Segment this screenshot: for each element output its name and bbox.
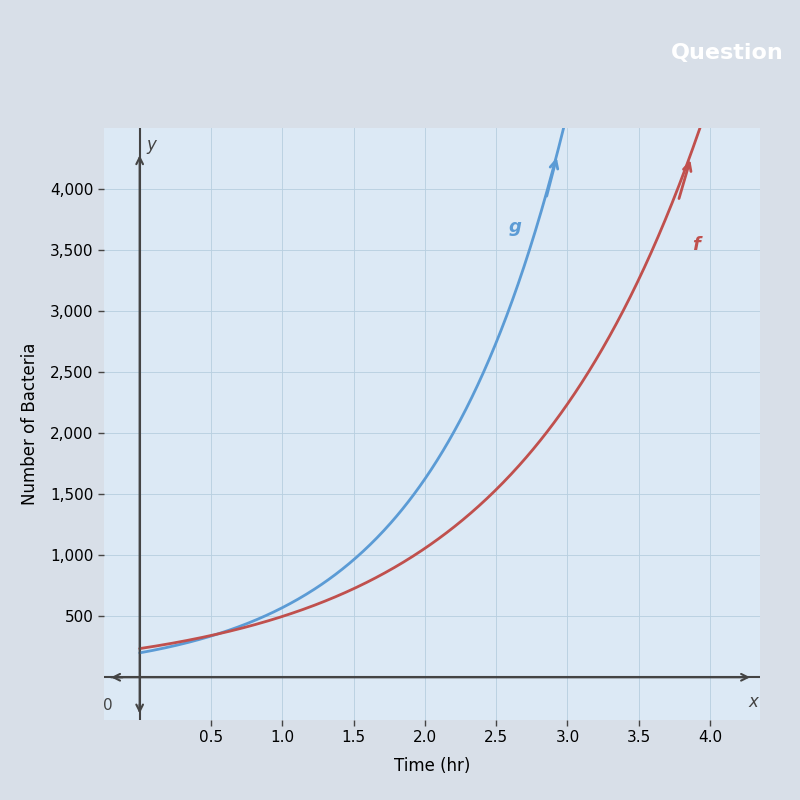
Text: f: f [693,236,700,254]
Y-axis label: Number of Bacteria: Number of Bacteria [21,343,39,505]
Text: x: x [749,693,758,710]
Text: Question: Question [671,42,784,62]
Text: y: y [146,136,157,154]
Text: g: g [509,218,522,236]
Text: 0: 0 [103,698,113,714]
X-axis label: Time (hr): Time (hr) [394,757,470,774]
